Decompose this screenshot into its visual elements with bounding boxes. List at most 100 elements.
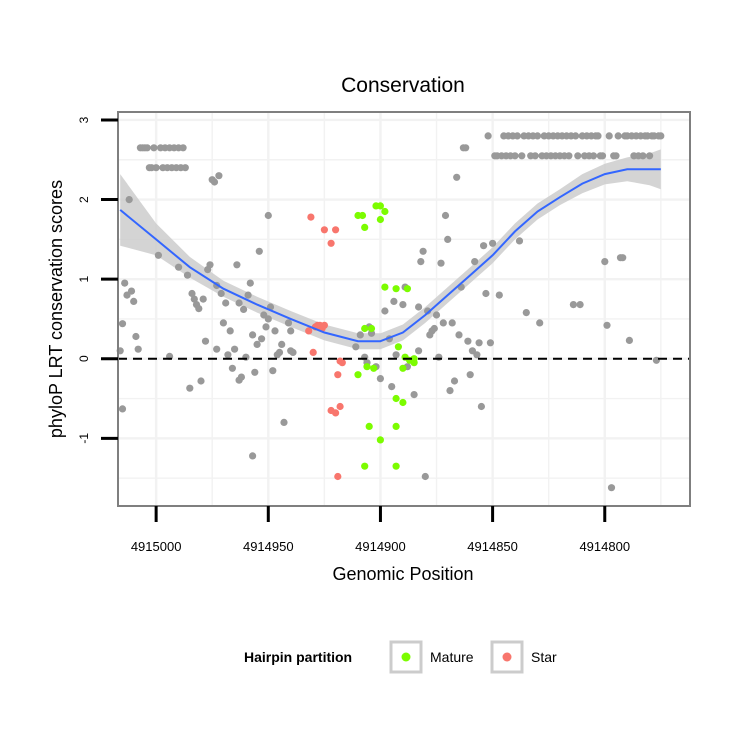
confidence-ribbon-layer	[120, 149, 661, 350]
point-other	[565, 152, 573, 160]
point-other	[195, 305, 203, 313]
point-mature	[392, 422, 400, 430]
x-tick-label: 4915000	[131, 539, 182, 554]
point-star	[334, 371, 342, 379]
point-other	[183, 271, 192, 279]
point-other	[233, 261, 241, 269]
x-axis-label: Genomic Position	[332, 564, 473, 584]
point-other	[118, 320, 127, 328]
point-other	[127, 287, 136, 295]
point-star	[332, 226, 340, 234]
legend-title: Hairpin partition	[244, 649, 352, 665]
point-mature	[410, 359, 418, 367]
point-other	[181, 164, 189, 172]
y-tick-label: -1	[77, 433, 91, 444]
point-other	[132, 332, 140, 341]
smooth-line-layer	[118, 168, 690, 360]
point-other	[154, 251, 162, 259]
point-other	[531, 152, 539, 160]
point-other	[246, 279, 254, 287]
point-other	[603, 321, 611, 329]
point-other	[244, 291, 252, 299]
point-other	[213, 345, 221, 353]
point-other	[477, 402, 485, 411]
point-mature	[394, 343, 402, 351]
point-other	[228, 364, 236, 372]
point-other	[262, 323, 270, 331]
point-star	[338, 359, 346, 367]
point-other	[612, 152, 620, 160]
point-other	[264, 315, 272, 323]
chart-title: Conservation	[341, 74, 465, 97]
point-mature	[361, 223, 369, 231]
point-other	[251, 368, 259, 376]
point-other	[130, 297, 138, 305]
point-other	[201, 337, 210, 345]
point-mature	[381, 283, 389, 291]
point-mature	[365, 422, 373, 430]
point-other	[235, 299, 243, 307]
point-other	[289, 348, 297, 356]
point-mature	[392, 394, 400, 403]
point-other	[601, 258, 609, 266]
point-other	[471, 258, 479, 266]
point-other	[150, 144, 158, 152]
point-mature	[361, 462, 369, 470]
point-other	[515, 237, 524, 245]
point-star	[336, 402, 344, 411]
point-star	[309, 348, 317, 356]
point-other	[417, 258, 425, 266]
point-other	[421, 472, 429, 481]
point-other	[399, 301, 407, 309]
point-other	[639, 152, 647, 160]
point-other	[237, 373, 245, 381]
x-axis: 4915000 4914950 4914900 4914850 4914800	[131, 506, 630, 554]
point-other	[390, 297, 398, 305]
point-other	[518, 152, 526, 160]
point-mature	[370, 364, 378, 372]
y-tick-label: 2	[77, 196, 91, 203]
point-other	[462, 144, 470, 152]
point-mature	[361, 324, 369, 333]
point-other	[589, 152, 598, 160]
point-other	[226, 327, 234, 335]
point-other	[253, 340, 261, 348]
point-star	[305, 327, 313, 335]
y-tick-label: 1	[77, 276, 91, 283]
point-other	[352, 343, 360, 351]
point-other	[376, 375, 384, 383]
point-other	[381, 307, 389, 315]
point-other	[619, 254, 627, 262]
point-other	[437, 259, 445, 267]
point-other	[484, 132, 492, 140]
legend-label-star: Star	[531, 649, 557, 665]
point-other	[450, 377, 459, 385]
point-other	[511, 152, 519, 160]
point-other	[415, 303, 423, 311]
point-other	[605, 132, 613, 140]
legend-key-mature-dot	[401, 652, 411, 662]
x-tick-label: 4914800	[579, 539, 630, 554]
point-other	[466, 371, 474, 379]
point-other	[249, 331, 257, 339]
point-other	[598, 152, 607, 160]
points-layer	[116, 132, 665, 492]
point-other	[121, 279, 129, 287]
point-other	[240, 305, 248, 313]
point-mature	[354, 211, 362, 220]
point-other	[536, 319, 544, 327]
point-other	[464, 337, 472, 345]
point-other	[453, 173, 461, 181]
y-tick-label: 3	[77, 116, 91, 123]
point-other	[175, 263, 183, 271]
point-other	[255, 247, 263, 255]
point-other	[522, 309, 530, 317]
point-mature	[363, 363, 371, 371]
point-other	[210, 178, 219, 186]
point-mature	[399, 398, 407, 407]
point-mature	[367, 324, 376, 333]
point-other	[607, 484, 616, 492]
y-axis-label: phyloP LRT conservation scores	[46, 180, 66, 438]
point-other	[446, 387, 454, 395]
point-other	[284, 319, 293, 327]
